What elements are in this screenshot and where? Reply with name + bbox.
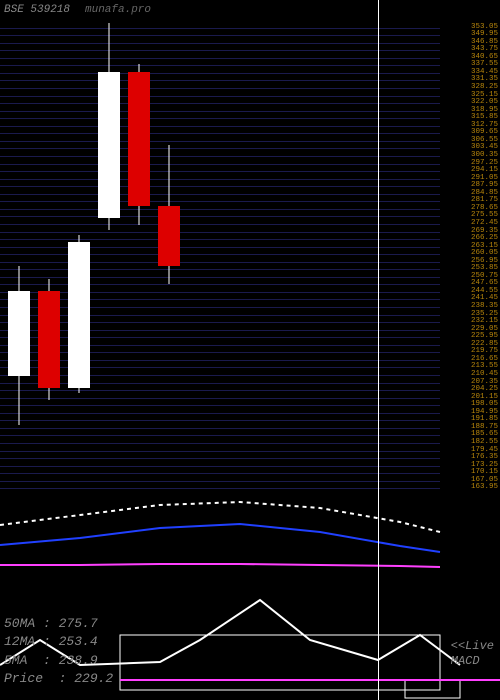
- time-marker-line: [378, 0, 379, 700]
- gridlines: [0, 18, 440, 490]
- indicator-line-magenta: [0, 564, 440, 567]
- macd-label-line2: MACD: [451, 654, 494, 670]
- y-axis: 353.05349.95346.85343.75340.65337.55334.…: [443, 18, 498, 490]
- info-row: Price : 229.2: [4, 670, 113, 688]
- info-row: 12MA : 253.4: [4, 633, 113, 651]
- macd-label-line1: <<Live: [451, 639, 494, 655]
- indicator-panel: [0, 490, 500, 580]
- indicator-lines: [0, 490, 500, 580]
- indicator-line-blue: [0, 524, 440, 552]
- watermark-label: munafa.pro: [85, 4, 151, 16]
- info-row: 5MA : 238.9: [4, 652, 113, 670]
- chart-container: BSE 539218 munafa.pro 353.05349.95346.85…: [0, 0, 500, 700]
- symbol-label: BSE 539218: [4, 4, 70, 16]
- info-box: 50MA : 275.712MA : 253.45MA : 238.9Price…: [4, 615, 113, 688]
- macd-box-1: [120, 635, 440, 690]
- price-chart-area: 353.05349.95346.85343.75340.65337.55334.…: [0, 0, 500, 490]
- macd-box-2: [405, 680, 460, 698]
- macd-label: <<Live MACD: [451, 639, 494, 670]
- indicator-line-dashed: [0, 502, 440, 532]
- info-row: 50MA : 275.7: [4, 615, 113, 633]
